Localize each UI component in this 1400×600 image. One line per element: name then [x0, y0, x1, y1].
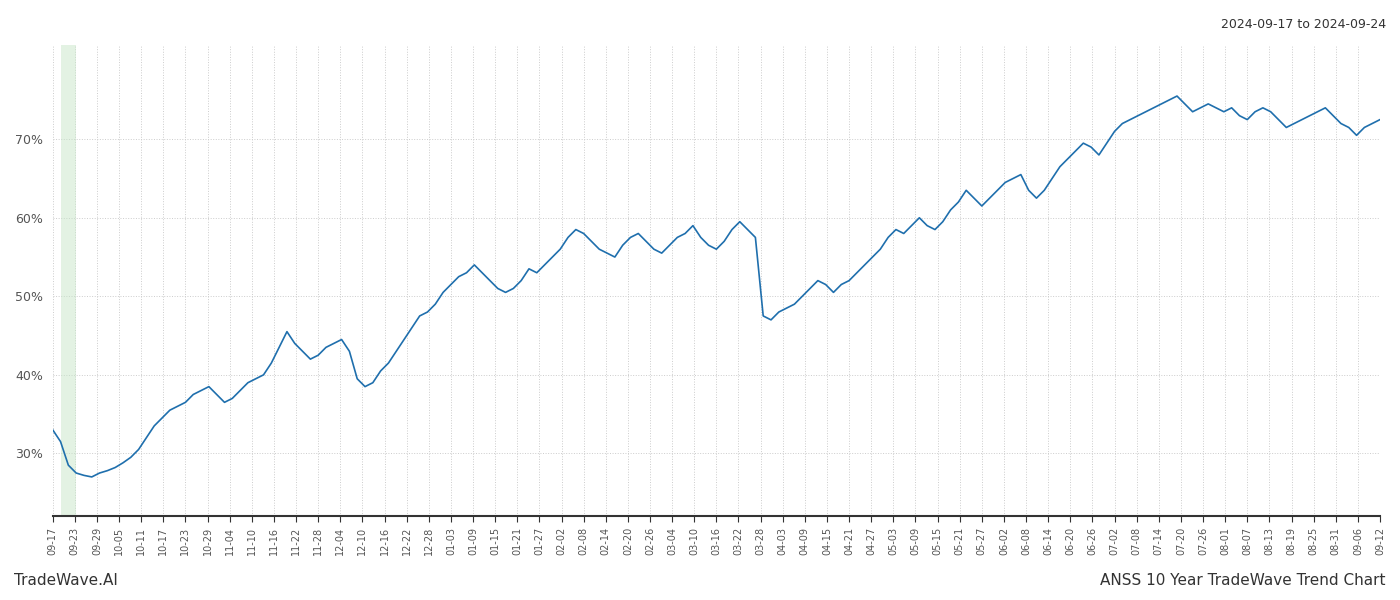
Text: TradeWave.AI: TradeWave.AI	[14, 573, 118, 588]
Text: 2024-09-17 to 2024-09-24: 2024-09-17 to 2024-09-24	[1221, 18, 1386, 31]
Bar	[60, 45, 76, 516]
Text: ANSS 10 Year TradeWave Trend Chart: ANSS 10 Year TradeWave Trend Chart	[1100, 573, 1386, 588]
